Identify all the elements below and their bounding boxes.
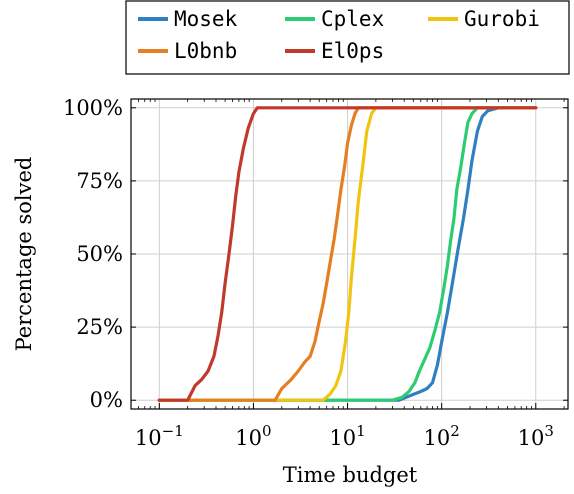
series-line-l0bnb <box>157 106 538 402</box>
y-tick-label: 100% <box>63 96 123 120</box>
y-tick-label: 25% <box>76 315 123 339</box>
plot-area: 0% 25% 50% 75% 100% 10−1 100 101 102 103 <box>63 96 569 450</box>
legend-label-gurobi: Gurobi <box>464 7 540 31</box>
legend-label-cplex: Cplex <box>321 7 384 31</box>
x-tick-label: 101 <box>329 422 365 450</box>
legend-label-el0ps: El0ps <box>321 39 384 63</box>
series-line-cplex <box>157 106 538 402</box>
legend: Mosek Cplex Gurobi L0bnb El0ps <box>125 0 570 75</box>
series-line-el0ps <box>157 106 538 402</box>
x-tick-label: 10−1 <box>135 422 184 450</box>
y-tick-label: 75% <box>76 169 123 193</box>
legend-frame <box>125 0 570 75</box>
y-tick-label: 50% <box>76 242 123 266</box>
y-axis-label: Percentage solved <box>12 157 36 352</box>
x-tick-label: 102 <box>424 422 460 450</box>
x-tick-label: 100 <box>235 422 271 450</box>
x-axis-label: Time budget <box>283 463 418 487</box>
y-tick-label: 0% <box>90 388 123 412</box>
series-line-gurobi <box>157 106 538 402</box>
legend-label-l0bnb: L0bnb <box>174 39 237 63</box>
legend-label-mosek: Mosek <box>174 7 238 31</box>
x-tick-label: 103 <box>518 422 554 450</box>
series-line-mosek <box>157 106 538 402</box>
